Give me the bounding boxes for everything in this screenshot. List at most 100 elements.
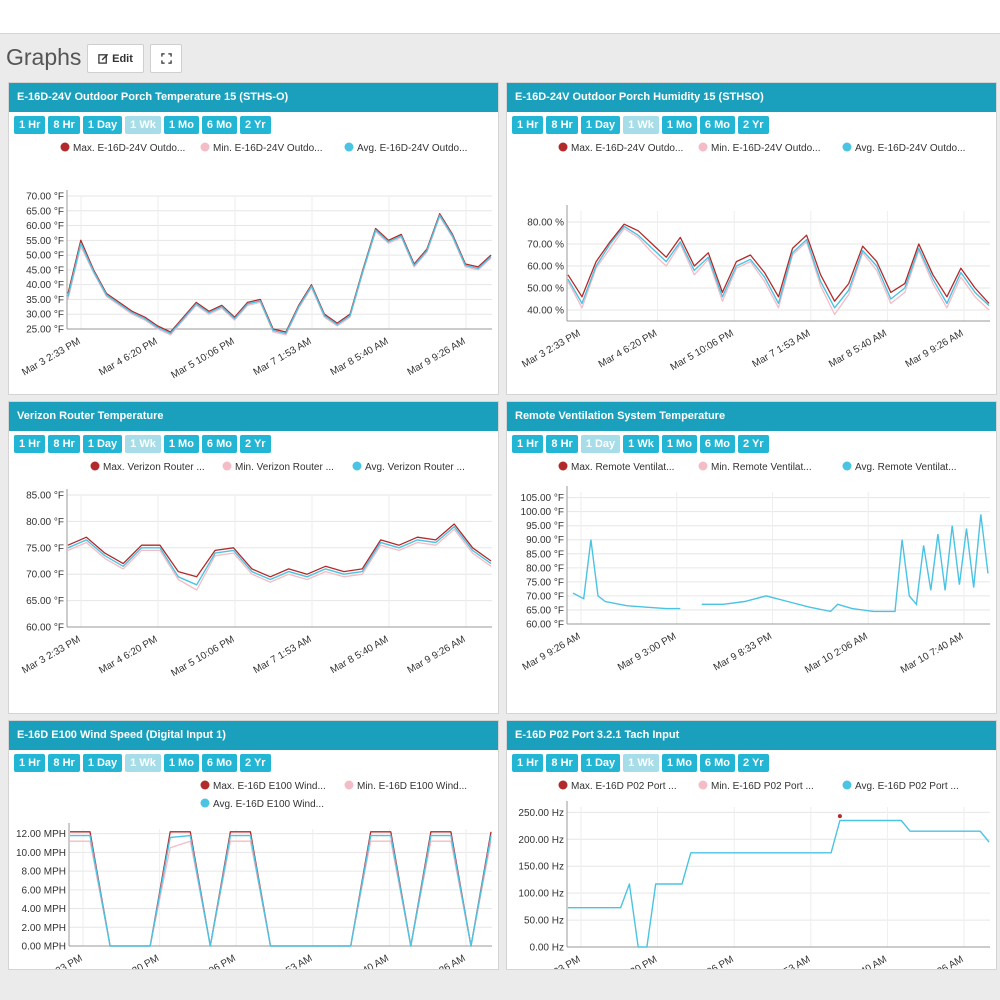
range-button-1-mo[interactable]: 1 Mo [661,116,697,134]
legend-item-min[interactable]: Min. E-16D-24V Outdo... [200,142,323,155]
series-line-avg [67,526,492,586]
legend-item-avg[interactable]: Avg. E-16D E100 Wind... [200,798,324,811]
y-tick-label: 250.00 Hz [518,808,564,819]
legend-item-avg[interactable]: Avg. E-16D P02 Port ... [842,780,959,793]
range-button-1-mo[interactable]: 1 Mo [163,116,199,134]
legend-swatch-min [698,461,708,471]
series-line-min [67,216,492,336]
range-button-1-hr[interactable]: 1 Hr [14,435,46,453]
range-button-1-day[interactable]: 1 Day [580,116,621,134]
x-tick-label: Mar 3 2:33 PM [520,328,582,370]
legend-swatch-avg [200,798,210,808]
legend-item-max[interactable]: Max. E-16D-24V Outdo... [60,142,186,155]
legend-swatch-min [222,461,232,471]
range-button-1-wk[interactable]: 1 Wk [125,116,161,134]
legend-item-min[interactable]: Min. E-16D-24V Outdo... [698,142,821,155]
legend-swatch-min [344,780,354,790]
range-button-6-mo[interactable]: 6 Mo [201,754,237,772]
range-button-1-day[interactable]: 1 Day [82,116,123,134]
graph-panel-tach-input: E-16D P02 Port 3.2.1 Tach Input 1 Hr 8 Hr 1… [506,720,997,970]
legend-label: Max. E-16D-24V Outdo... [73,143,185,154]
legend-item-min[interactable]: Min. E-16D P02 Port ... [698,780,814,793]
edit-button[interactable]: Edit [87,44,144,73]
page-title: Graphs [6,44,82,70]
y-tick-label: 100.00 °F [521,507,564,518]
legend-item-min[interactable]: Min. Remote Ventilat... [698,461,812,474]
y-tick-label: 2.00 MPH [22,923,66,934]
y-tick-label: 75.00 °F [526,577,564,588]
legend-label: Min. E-16D E100 Wind... [357,781,467,792]
fullscreen-button[interactable] [150,44,182,73]
panel-title: E-16D-24V Outdoor Porch Humidity 15 (STH… [507,83,996,112]
range-button-6-mo[interactable]: 6 Mo [699,754,735,772]
range-button-1-wk[interactable]: 1 Wk [623,435,659,453]
graph-panel-wind-speed: E-16D E100 Wind Speed (Digital Input 1) 1… [8,720,499,970]
range-button-2-yr[interactable]: 2 Yr [737,116,769,134]
legend-item-avg[interactable]: Avg. Verizon Router ... [352,461,465,474]
legend-label: Avg. E-16D P02 Port ... [855,781,959,792]
range-button-1-wk[interactable]: 1 Wk [125,435,161,453]
y-tick-label: 60.00 % [527,262,564,273]
legend-item-max[interactable]: Max. Remote Ventilat... [558,461,675,474]
range-button-8-hr[interactable]: 8 Hr [48,754,80,772]
range-button-1-hr[interactable]: 1 Hr [512,435,544,453]
range-button-1-mo[interactable]: 1 Mo [661,435,697,453]
legend-item-max[interactable]: Max. E-16D E100 Wind... [200,780,326,793]
x-tick-label: Mar 9 3:00 PM [616,631,678,673]
range-button-1-hr[interactable]: 1 Hr [14,116,46,134]
x-tick-label: Mar 4 6:20 PM [597,328,659,370]
x-tick-label: Mar 3 2:33 PM [22,953,84,969]
range-button-1-day[interactable]: 1 Day [580,435,621,453]
legend-item-avg[interactable]: Avg. Remote Ventilat... [842,461,957,474]
range-button-2-yr[interactable]: 2 Yr [239,116,271,134]
legend-item-max[interactable]: Max. Verizon Router ... [90,461,205,474]
range-button-1-mo[interactable]: 1 Mo [661,754,697,772]
range-button-2-yr[interactable]: 2 Yr [737,435,769,453]
range-button-2-yr[interactable]: 2 Yr [239,754,271,772]
range-button-1-wk[interactable]: 1 Wk [125,754,161,772]
range-button-8-hr[interactable]: 8 Hr [48,116,80,134]
range-button-8-hr[interactable]: 8 Hr [546,116,578,134]
panel-title: Verizon Router Temperature [9,402,498,431]
y-tick-label: 95.00 °F [526,521,564,532]
range-button-8-hr[interactable]: 8 Hr [48,435,80,453]
y-tick-label: 75.00 °F [26,543,64,554]
legend-label: Avg. Remote Ventilat... [855,462,957,473]
range-button-2-yr[interactable]: 2 Yr [239,435,271,453]
legend-item-min[interactable]: Min. E-16D E100 Wind... [344,780,468,793]
x-tick-label: Mar 5 10:06 PM [669,954,736,969]
range-button-1-day[interactable]: 1 Day [82,754,123,772]
x-tick-label: Mar 7 1:53 AM [252,953,314,969]
legend-swatch-min [698,142,708,152]
range-button-1-mo[interactable]: 1 Mo [163,435,199,453]
legend-item-max[interactable]: Max. E-16D P02 Port ... [558,780,677,793]
graph-panel-router-temperature: Verizon Router Temperature 1 Hr 8 Hr 1 Day 1… [8,401,499,714]
time-range-buttons: 1 Hr 8 Hr 1 Day 1 Wk 1 Mo 6 Mo 2 Yr [512,435,769,453]
range-button-1-hr[interactable]: 1 Hr [512,754,544,772]
graph-panel-ventilation-temperature: Remote Ventilation System Temperature 1 H… [506,401,997,714]
range-button-6-mo[interactable]: 6 Mo [201,116,237,134]
range-button-6-mo[interactable]: 6 Mo [699,435,735,453]
range-button-1-mo[interactable]: 1 Mo [163,754,199,772]
y-tick-label: 50.00 % [527,284,564,295]
range-button-6-mo[interactable]: 6 Mo [699,116,735,134]
range-button-8-hr[interactable]: 8 Hr [546,754,578,772]
range-button-2-yr[interactable]: 2 Yr [737,754,769,772]
time-range-buttons: 1 Hr 8 Hr 1 Day 1 Wk 1 Mo 6 Mo 2 Yr [512,116,769,134]
y-tick-label: 65.00 °F [26,596,64,607]
range-button-1-wk[interactable]: 1 Wk [623,116,659,134]
legend-item-min[interactable]: Min. Verizon Router ... [222,461,334,474]
range-button-1-day[interactable]: 1 Day [580,754,621,772]
range-button-1-hr[interactable]: 1 Hr [14,754,46,772]
legend-item-avg[interactable]: Avg. E-16D-24V Outdo... [344,142,468,155]
range-button-1-hr[interactable]: 1 Hr [512,116,544,134]
legend-item-avg[interactable]: Avg. E-16D-24V Outdo... [842,142,966,155]
time-range-buttons: 1 Hr 8 Hr 1 Day 1 Wk 1 Mo 6 Mo 2 Yr [512,754,769,772]
range-button-8-hr[interactable]: 8 Hr [546,435,578,453]
legend-item-max[interactable]: Max. E-16D-24V Outdo... [558,142,684,155]
range-button-1-day[interactable]: 1 Day [82,435,123,453]
legend-swatch-max [558,142,568,152]
panel-title: Remote Ventilation System Temperature [507,402,996,431]
range-button-6-mo[interactable]: 6 Mo [201,435,237,453]
range-button-1-wk[interactable]: 1 Wk [623,754,659,772]
